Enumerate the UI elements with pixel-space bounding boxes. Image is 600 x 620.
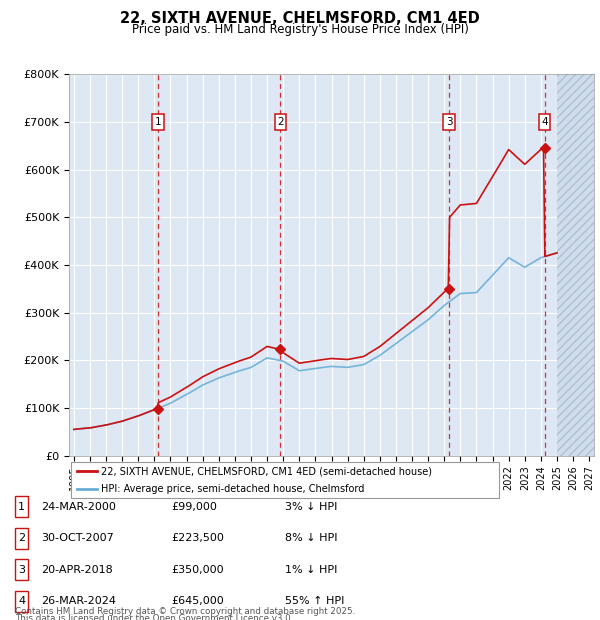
- Text: 20-APR-2018: 20-APR-2018: [41, 565, 113, 575]
- Text: 1: 1: [155, 117, 161, 127]
- Text: 4: 4: [18, 596, 25, 606]
- Text: 1% ↓ HPI: 1% ↓ HPI: [285, 565, 337, 575]
- Text: Price paid vs. HM Land Registry's House Price Index (HPI): Price paid vs. HM Land Registry's House …: [131, 23, 469, 36]
- Text: 3: 3: [446, 117, 452, 127]
- Bar: [557, 74, 594, 456]
- Text: 1: 1: [18, 502, 25, 512]
- Text: 8% ↓ HPI: 8% ↓ HPI: [285, 533, 337, 543]
- Text: 24-MAR-2000: 24-MAR-2000: [41, 502, 116, 512]
- Text: This data is licensed under the Open Government Licence v3.0.: This data is licensed under the Open Gov…: [15, 614, 293, 620]
- Text: 22, SIXTH AVENUE, CHELMSFORD, CM1 4ED: 22, SIXTH AVENUE, CHELMSFORD, CM1 4ED: [120, 11, 480, 25]
- Text: 55% ↑ HPI: 55% ↑ HPI: [285, 596, 344, 606]
- Text: 22, SIXTH AVENUE, CHELMSFORD, CM1 4ED (semi-detached house): 22, SIXTH AVENUE, CHELMSFORD, CM1 4ED (s…: [101, 466, 433, 476]
- Text: £645,000: £645,000: [171, 596, 224, 606]
- Text: 2: 2: [18, 533, 25, 543]
- Text: 2: 2: [277, 117, 284, 127]
- Text: Contains HM Land Registry data © Crown copyright and database right 2025.: Contains HM Land Registry data © Crown c…: [15, 608, 355, 616]
- Text: 30-OCT-2007: 30-OCT-2007: [41, 533, 113, 543]
- Text: £350,000: £350,000: [171, 565, 224, 575]
- Text: £223,500: £223,500: [171, 533, 224, 543]
- Text: 4: 4: [541, 117, 548, 127]
- Text: 3: 3: [18, 565, 25, 575]
- Text: £99,000: £99,000: [171, 502, 217, 512]
- Text: 26-MAR-2024: 26-MAR-2024: [41, 596, 116, 606]
- Text: 3% ↓ HPI: 3% ↓ HPI: [285, 502, 337, 512]
- FancyBboxPatch shape: [71, 462, 499, 498]
- Text: HPI: Average price, semi-detached house, Chelmsford: HPI: Average price, semi-detached house,…: [101, 484, 365, 494]
